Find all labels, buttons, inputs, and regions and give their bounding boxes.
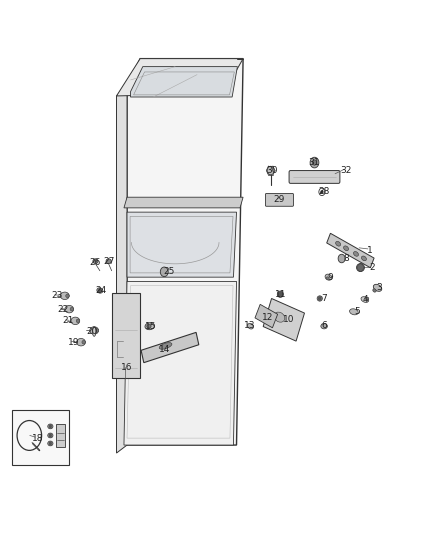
Ellipse shape xyxy=(361,297,369,302)
Circle shape xyxy=(49,442,52,445)
Text: 9: 9 xyxy=(328,273,334,281)
Circle shape xyxy=(338,254,345,263)
Circle shape xyxy=(49,425,52,428)
Text: 13: 13 xyxy=(244,321,255,329)
Text: 5: 5 xyxy=(354,308,360,316)
Text: 29: 29 xyxy=(274,196,285,204)
Text: 32: 32 xyxy=(340,166,352,175)
Ellipse shape xyxy=(82,341,85,344)
Ellipse shape xyxy=(97,288,103,293)
Polygon shape xyxy=(255,304,278,328)
FancyBboxPatch shape xyxy=(289,171,340,183)
Text: 8: 8 xyxy=(343,254,349,263)
Polygon shape xyxy=(127,212,237,277)
Ellipse shape xyxy=(76,319,80,322)
Text: 22: 22 xyxy=(57,305,68,313)
Ellipse shape xyxy=(350,309,358,315)
Ellipse shape xyxy=(106,259,111,264)
Ellipse shape xyxy=(90,327,99,334)
Ellipse shape xyxy=(325,274,332,280)
Ellipse shape xyxy=(48,441,53,446)
Circle shape xyxy=(357,264,364,271)
Ellipse shape xyxy=(93,259,98,264)
Polygon shape xyxy=(263,298,304,341)
Ellipse shape xyxy=(353,252,358,256)
Text: 21: 21 xyxy=(62,317,74,325)
Ellipse shape xyxy=(48,424,53,429)
Ellipse shape xyxy=(95,328,99,333)
Polygon shape xyxy=(131,67,237,97)
Circle shape xyxy=(98,288,102,293)
Text: 18: 18 xyxy=(32,434,43,442)
Polygon shape xyxy=(327,233,374,268)
Ellipse shape xyxy=(357,263,364,271)
Ellipse shape xyxy=(373,284,382,292)
Ellipse shape xyxy=(317,296,322,301)
Text: 15: 15 xyxy=(145,322,157,330)
Text: 31: 31 xyxy=(309,158,320,167)
Text: 20: 20 xyxy=(86,327,98,336)
Ellipse shape xyxy=(60,292,69,300)
Polygon shape xyxy=(124,281,237,445)
Ellipse shape xyxy=(48,433,53,438)
Text: 24: 24 xyxy=(95,286,106,295)
Text: 19: 19 xyxy=(68,338,79,346)
Ellipse shape xyxy=(145,322,155,330)
Polygon shape xyxy=(127,59,243,445)
Circle shape xyxy=(318,296,321,301)
Text: 11: 11 xyxy=(275,290,286,298)
Ellipse shape xyxy=(65,305,74,313)
Ellipse shape xyxy=(71,317,80,325)
Text: 3: 3 xyxy=(376,284,382,292)
Polygon shape xyxy=(124,197,243,208)
Polygon shape xyxy=(12,410,69,465)
Ellipse shape xyxy=(147,324,151,328)
Circle shape xyxy=(160,267,168,277)
Ellipse shape xyxy=(343,246,349,251)
Ellipse shape xyxy=(336,241,341,246)
Ellipse shape xyxy=(373,289,376,292)
Text: 14: 14 xyxy=(159,345,170,353)
Ellipse shape xyxy=(321,324,328,329)
Circle shape xyxy=(49,434,52,437)
Ellipse shape xyxy=(274,312,285,322)
Polygon shape xyxy=(112,293,140,378)
Circle shape xyxy=(267,166,274,175)
Text: 12: 12 xyxy=(261,313,273,321)
Ellipse shape xyxy=(77,338,85,346)
Polygon shape xyxy=(56,424,65,447)
Text: 16: 16 xyxy=(121,364,133,372)
Polygon shape xyxy=(117,85,127,453)
Text: 10: 10 xyxy=(283,316,295,324)
Text: 2: 2 xyxy=(370,263,375,272)
Circle shape xyxy=(310,157,319,168)
Ellipse shape xyxy=(159,343,172,349)
Text: 6: 6 xyxy=(321,321,327,329)
Text: 1: 1 xyxy=(367,246,373,255)
Ellipse shape xyxy=(70,307,74,311)
Circle shape xyxy=(321,190,323,193)
Polygon shape xyxy=(117,59,243,96)
Ellipse shape xyxy=(365,297,369,300)
Text: 30: 30 xyxy=(266,166,277,175)
Circle shape xyxy=(278,292,283,297)
Text: 27: 27 xyxy=(103,257,114,265)
Ellipse shape xyxy=(277,291,283,297)
Ellipse shape xyxy=(247,324,254,329)
Text: 7: 7 xyxy=(321,294,327,303)
Polygon shape xyxy=(141,333,199,362)
Text: 25: 25 xyxy=(163,268,174,276)
Ellipse shape xyxy=(92,327,96,336)
Ellipse shape xyxy=(361,256,367,261)
Text: 28: 28 xyxy=(318,188,330,196)
Text: 26: 26 xyxy=(90,258,101,266)
Text: 4: 4 xyxy=(363,295,368,304)
FancyBboxPatch shape xyxy=(265,193,293,206)
Text: 23: 23 xyxy=(51,292,63,300)
Ellipse shape xyxy=(66,294,69,297)
Ellipse shape xyxy=(326,277,329,280)
Circle shape xyxy=(312,160,317,165)
